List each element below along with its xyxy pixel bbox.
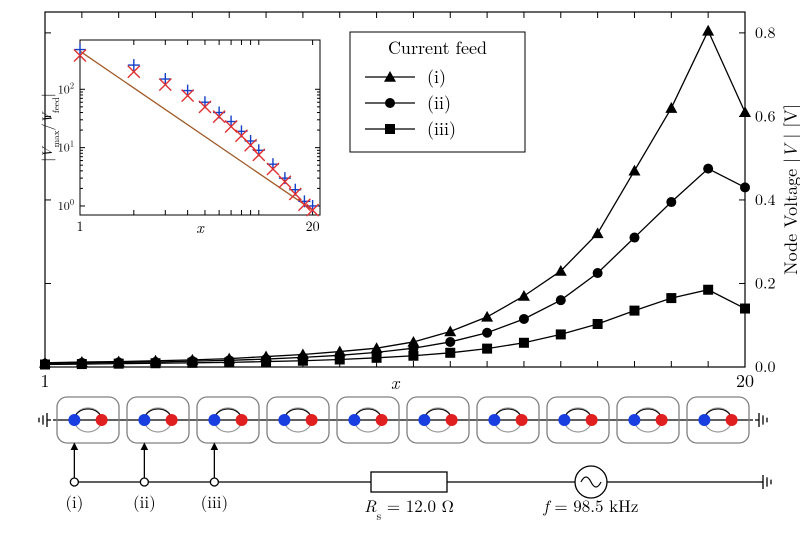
legend: Current feed (i)(ii)(iii) xyxy=(350,32,525,152)
marker-circle xyxy=(445,337,455,347)
marker-triangle xyxy=(592,227,604,238)
node-blue xyxy=(278,414,290,426)
marker-square xyxy=(666,293,676,303)
resistor-label: Rs = 12.0 Ω xyxy=(364,493,454,524)
marker-square xyxy=(629,306,639,316)
node-red xyxy=(306,414,318,426)
node-blue xyxy=(628,414,640,426)
xtick-label: 20 xyxy=(736,368,754,393)
marker-square xyxy=(519,338,529,348)
node-red xyxy=(656,414,668,426)
figure: 1 20 x 0.0 0.2 0.4 0.6 0.8 Node Voltage |Vx| [V]… xyxy=(0,0,800,551)
y-axis-label: Node Voltage |Vx| [V] xyxy=(778,104,800,275)
series-iii xyxy=(40,285,750,370)
inset-ytick-label: 100 xyxy=(58,196,74,214)
node-blue xyxy=(68,414,80,426)
marker-circle xyxy=(556,295,566,305)
feed-terminal xyxy=(140,478,148,486)
legend-label: (i) xyxy=(427,64,446,89)
ytick-label: 0.8 xyxy=(755,20,775,43)
xtick-label: 1 xyxy=(41,368,50,393)
marker-triangle xyxy=(628,165,640,176)
node-blue xyxy=(348,414,360,426)
node-red xyxy=(516,414,528,426)
node-red xyxy=(96,414,108,426)
ytick-label: 0.6 xyxy=(755,103,775,126)
node-red xyxy=(446,414,458,426)
node-red xyxy=(166,414,178,426)
marker-triangle xyxy=(739,106,751,117)
marker-triangle xyxy=(481,311,493,322)
marker-triangle xyxy=(702,25,714,36)
legend-title: Current feed xyxy=(388,35,487,60)
node-blue xyxy=(418,414,430,426)
marker-circle xyxy=(482,328,492,338)
marker-square xyxy=(151,358,161,368)
marker-square xyxy=(372,353,382,363)
marker-circle xyxy=(593,268,603,278)
marker-square xyxy=(335,354,345,364)
ytick-label: 0.2 xyxy=(755,270,775,293)
inset-frame xyxy=(80,40,320,215)
marker-square xyxy=(40,359,50,369)
circuit: (i) (ii) (iii) Rs = 12.0 Ω f = 98.5 kHz xyxy=(39,397,771,524)
node-red xyxy=(376,414,388,426)
ytick-label: 0.0 xyxy=(755,354,775,377)
marker-square xyxy=(385,124,395,134)
marker-circle xyxy=(666,197,676,207)
marker-square xyxy=(77,359,87,369)
marker-square xyxy=(114,359,124,369)
source-label: f = 98.5 kHz xyxy=(543,493,639,517)
feed-terminal xyxy=(70,478,78,486)
marker-square xyxy=(445,348,455,358)
x-axis-label: x xyxy=(391,370,401,395)
marker-circle xyxy=(703,164,713,174)
inset-xtick-label: 1 xyxy=(77,216,84,236)
node-red xyxy=(726,414,738,426)
node-blue xyxy=(488,414,500,426)
marker-triangle xyxy=(518,290,530,301)
inset-chart: 120x100101102|Vmax/Vfeed| xyxy=(37,40,320,238)
marker-circle xyxy=(740,182,750,192)
marker-square xyxy=(261,357,271,367)
marker-square xyxy=(408,351,418,361)
marker-square xyxy=(593,319,603,329)
feed-label: (ii) xyxy=(133,489,156,513)
resistor xyxy=(371,472,447,492)
series-line xyxy=(45,290,745,365)
inset-ytick-label: 102 xyxy=(58,80,74,98)
node-red xyxy=(236,414,248,426)
marker-circle xyxy=(629,233,639,243)
marker-square xyxy=(224,357,234,367)
marker-square xyxy=(298,356,308,366)
ytick-label: 0.4 xyxy=(755,187,775,210)
marker-square xyxy=(740,304,750,314)
node-blue xyxy=(138,414,150,426)
marker-circle xyxy=(519,314,529,324)
node-blue xyxy=(558,414,570,426)
legend-label: (ii) xyxy=(427,90,451,115)
inset-xtick-label: 20 xyxy=(306,216,320,236)
feed-label: (i) xyxy=(65,489,83,513)
legend-label: (iii) xyxy=(427,116,456,141)
node-blue xyxy=(698,414,710,426)
feed-terminal xyxy=(210,478,218,486)
marker-triangle xyxy=(665,102,677,113)
marker-square xyxy=(482,344,492,354)
node-blue xyxy=(208,414,220,426)
inset-x-label: x xyxy=(196,215,205,238)
marker-square xyxy=(703,285,713,295)
marker-square xyxy=(556,329,566,339)
marker-square xyxy=(187,358,197,368)
marker-triangle xyxy=(444,326,456,337)
feed-label: (iii) xyxy=(201,489,228,513)
node-red xyxy=(586,414,598,426)
marker-circle xyxy=(385,98,395,108)
